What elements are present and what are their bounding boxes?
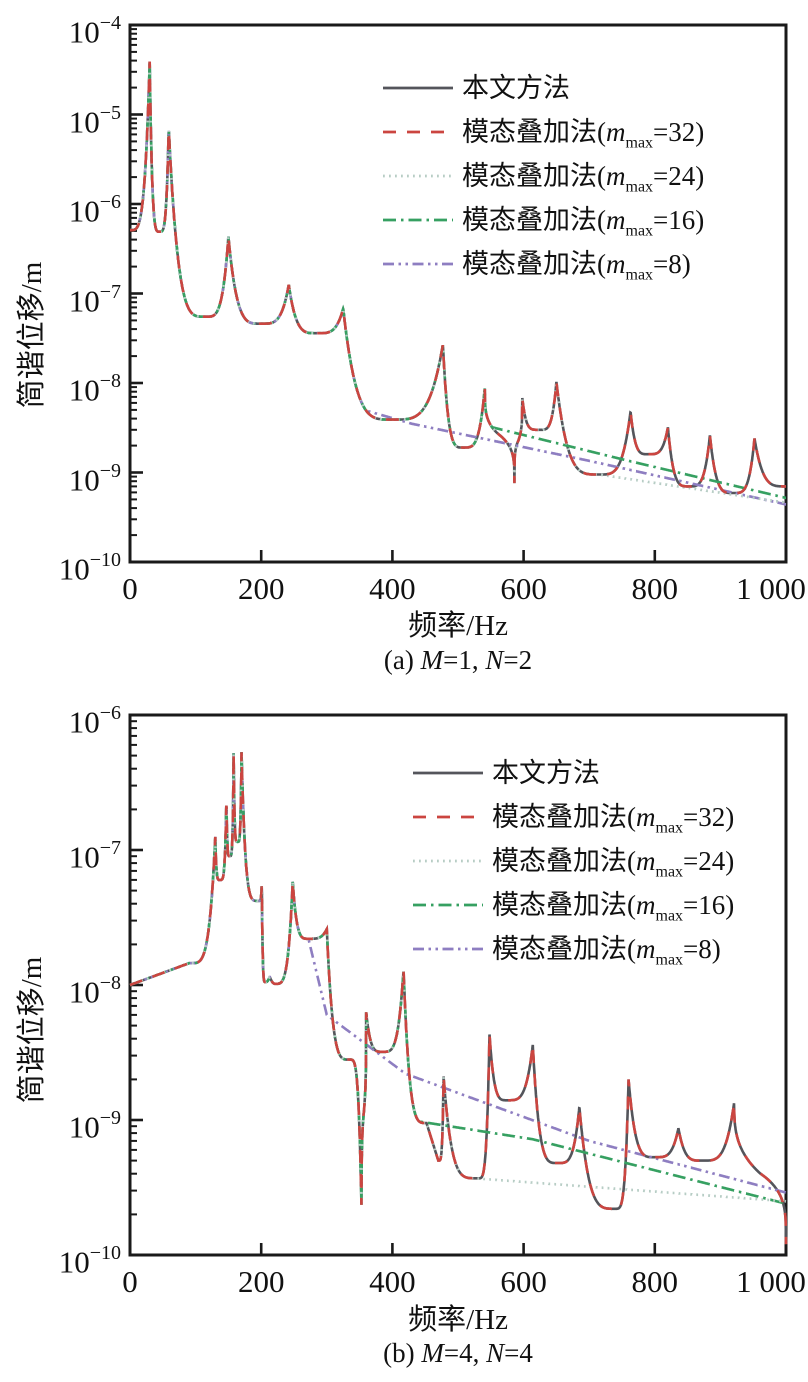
curve-b-m16 <box>129 752 787 1205</box>
curve-b-m24 <box>129 752 787 1205</box>
x-tick-label-1000: 1 000 <box>736 1264 806 1299</box>
y-tick-label-1e-9: 10−9 <box>68 459 121 497</box>
curve-b-m32 <box>129 752 788 1245</box>
legend-label-m16: 模态叠加法(mmax=16) <box>492 890 735 925</box>
legend-label-m16: 模态叠加法(mmax=16) <box>462 205 705 240</box>
x-tick-label-1000: 1 000 <box>736 571 806 606</box>
y-tick-label-1e-10: 10−10 <box>58 549 121 587</box>
legend-label-m32: 模态叠加法(mmax=32) <box>492 802 735 837</box>
chart-a-caption: (a) M=1, N=2 <box>383 645 533 675</box>
x-tick-label-400: 400 <box>369 1264 416 1299</box>
y-tick-label-1e-7: 10−7 <box>68 280 121 318</box>
x-tick-label-0: 0 <box>122 1264 138 1299</box>
x-tick-label-0: 0 <box>122 571 138 606</box>
legend-label-benwen: 本文方法 <box>492 758 600 788</box>
y-tick-label-1e-6: 10−6 <box>68 191 121 229</box>
chart-b-caption: (b) M=4, N=4 <box>383 1338 533 1368</box>
chart-a-x-axis-label: 频率/Hz <box>408 610 508 642</box>
x-tick-label-400: 400 <box>369 571 416 606</box>
legend-label-m8: 模态叠加法(mmax=8) <box>492 934 721 969</box>
x-tick-label-800: 800 <box>631 1264 679 1299</box>
y-tick-label-1e-10: 10−10 <box>58 1242 121 1280</box>
legend-label-benwen: 本文方法 <box>462 73 570 103</box>
y-tick-label-1e-8: 10−8 <box>68 972 121 1010</box>
y-tick-label-1e-7: 10−7 <box>68 837 121 875</box>
legend-label-m24: 模态叠加法(mmax=24) <box>462 161 705 196</box>
chart-b-x-axis-label: 频率/Hz <box>408 1304 508 1336</box>
y-tick-label-1e-8: 10−8 <box>68 370 121 408</box>
x-tick-label-800: 800 <box>631 571 679 606</box>
y-tick-label-1e-6: 10−6 <box>68 702 121 740</box>
chart-a-y-axis-label: 简谐位移/m <box>16 261 48 409</box>
x-tick-label-600: 600 <box>500 571 547 606</box>
chart-b-y-axis-label: 简谐位移/m <box>16 956 48 1104</box>
legend-label-m24: 模态叠加法(mmax=24) <box>492 846 735 881</box>
x-tick-label-600: 600 <box>500 1264 547 1299</box>
chart-b-frame <box>128 713 788 1257</box>
y-tick-label-1e-9: 10−9 <box>68 1107 121 1145</box>
y-tick-label-1e-4: 10−4 <box>68 12 121 50</box>
x-tick-label-200: 200 <box>237 1264 285 1299</box>
legend-label-m32: 模态叠加法(mmax=32) <box>462 117 705 152</box>
legend-label-m8: 模态叠加法(mmax=8) <box>462 249 691 284</box>
y-tick-label-1e-5: 10−5 <box>68 101 121 139</box>
curve-a-m24 <box>130 61 787 504</box>
x-tick-label-200: 200 <box>237 571 285 606</box>
